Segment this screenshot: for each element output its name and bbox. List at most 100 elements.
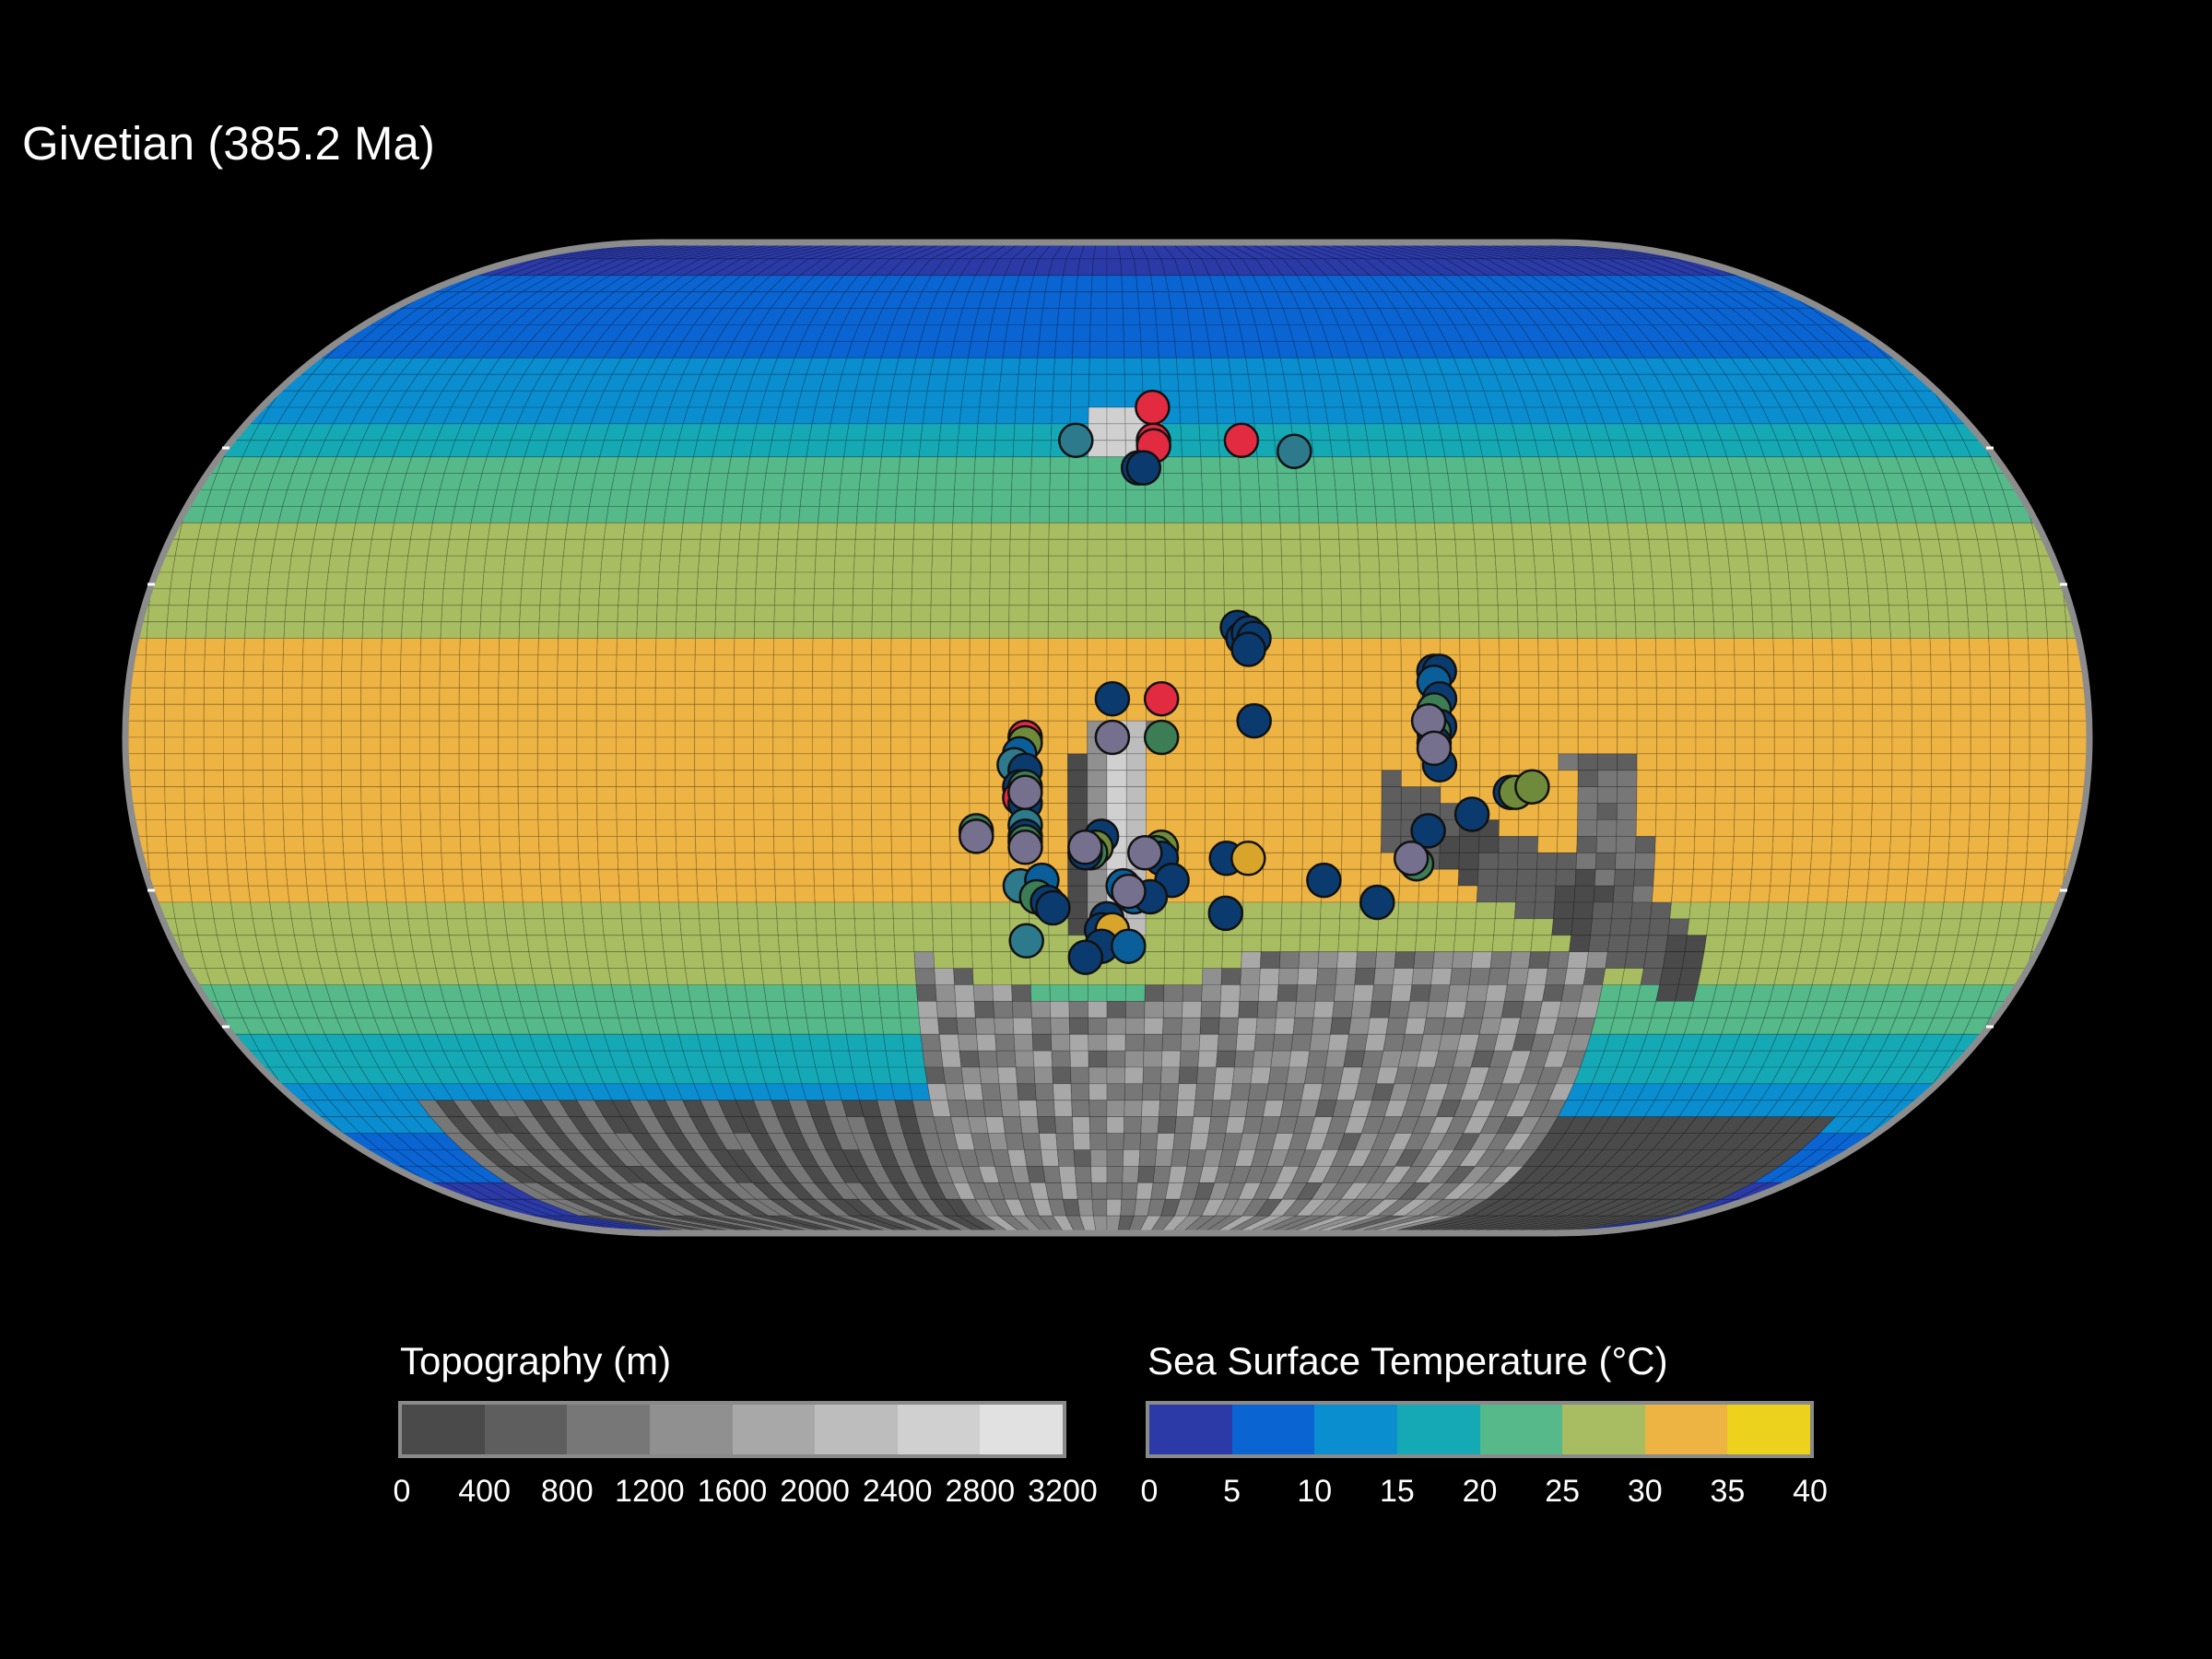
ocean-cell — [1865, 571, 1888, 590]
land-cell — [993, 1001, 1014, 1018]
ocean-cell — [275, 522, 299, 540]
ocean-cell — [657, 571, 679, 590]
ocean-cell — [564, 935, 588, 953]
ocean-cell — [1404, 440, 1427, 458]
ocean-cell — [793, 605, 815, 623]
ocean-cell — [517, 753, 538, 771]
land-cell — [1348, 1017, 1371, 1035]
ocean-cell — [1350, 456, 1373, 474]
ocean-cell — [694, 786, 715, 804]
ocean-cell — [1011, 456, 1032, 474]
ocean-cell — [954, 473, 975, 490]
ocean-cell — [1048, 522, 1069, 540]
ocean-cell — [733, 687, 755, 705]
ocean-cell — [214, 390, 246, 408]
ocean-cell — [617, 852, 639, 870]
land-cell — [1460, 1017, 1484, 1035]
ocean-cell — [793, 819, 814, 837]
land-cell — [1413, 951, 1435, 969]
ocean-cell — [1138, 308, 1158, 325]
ocean-cell — [734, 836, 756, 853]
ocean-cell — [813, 868, 835, 887]
ocean-cell — [333, 935, 357, 953]
ocean-cell — [1676, 736, 1697, 755]
ocean-cell — [912, 918, 934, 936]
ocean-cell — [1125, 968, 1147, 985]
ocean-cell — [1281, 885, 1303, 903]
ocean-cell — [540, 885, 563, 903]
ocean-cell — [1335, 489, 1357, 507]
ocean-cell — [715, 868, 737, 887]
ocean-cell — [431, 506, 456, 524]
land-cell — [1535, 868, 1558, 887]
ocean-cell — [1071, 357, 1090, 375]
ocean-cell — [1468, 489, 1491, 507]
land-cell — [1517, 836, 1539, 853]
land-cell — [1106, 423, 1126, 441]
ocean-cell — [1634, 605, 1656, 623]
ocean-cell — [1034, 373, 1054, 392]
ocean-cell — [1048, 555, 1069, 573]
ocean-cell — [1125, 538, 1147, 557]
ocean-cell — [716, 885, 738, 903]
ocean-cell — [1165, 588, 1186, 606]
ocean-cell — [425, 901, 448, 920]
ocean-cell — [409, 522, 433, 540]
ocean-cell — [1159, 373, 1180, 392]
ocean-cell — [2029, 770, 2050, 788]
ocean-cell — [1733, 836, 1755, 853]
ocean-cell — [213, 538, 237, 557]
ocean-cell — [682, 951, 705, 969]
ocean-cell — [595, 703, 617, 722]
ocean-cell — [866, 1050, 889, 1068]
ocean-cell — [1145, 588, 1167, 606]
ocean-cell — [208, 571, 232, 590]
ocean-cell — [1014, 406, 1035, 425]
ocean-cell — [831, 786, 853, 804]
ocean-cell — [616, 687, 637, 705]
ocean-cell — [1950, 770, 1971, 788]
land-cell — [1616, 819, 1637, 837]
ocean-cell — [458, 720, 479, 738]
ocean-cell — [733, 770, 755, 788]
ocean-cell — [1970, 786, 1991, 804]
ocean-cell — [871, 703, 892, 722]
ocean-cell — [347, 901, 371, 920]
ocean-cell — [1867, 868, 1889, 887]
ocean-cell — [478, 654, 500, 672]
ocean-cell — [1283, 753, 1304, 771]
ocean-cell — [459, 638, 481, 655]
ocean-cell — [793, 621, 814, 639]
ocean-cell — [1302, 671, 1324, 688]
ocean-cell — [308, 555, 332, 573]
ocean-cell — [851, 638, 873, 655]
ocean-cell — [1341, 621, 1362, 639]
ocean-cell — [898, 1001, 920, 1018]
ocean-cell — [536, 671, 559, 688]
ocean-cell — [724, 984, 748, 1002]
ocean-cell — [578, 588, 601, 606]
land-cell — [1106, 1001, 1126, 1018]
ocean-cell — [895, 489, 917, 507]
ocean-cell — [1872, 736, 1893, 755]
ocean-cell — [545, 522, 569, 540]
ocean-cell — [1089, 324, 1108, 342]
ocean-cell — [439, 753, 460, 771]
ocean-cell — [439, 736, 460, 755]
ocean-cell — [1283, 803, 1304, 820]
ocean-cell — [990, 538, 1011, 557]
ocean-cell — [851, 770, 872, 788]
ocean-cell — [1734, 803, 1755, 820]
ocean-cell — [1224, 736, 1245, 755]
ocean-cell — [915, 473, 937, 490]
ocean-cell — [1969, 819, 1990, 837]
ocean-cell — [485, 918, 508, 936]
ocean-cell — [183, 753, 205, 771]
ocean-cell — [1791, 836, 1813, 853]
ocean-cell — [323, 836, 345, 853]
ocean-cell — [1397, 901, 1419, 920]
ocean-cell — [1069, 406, 1089, 425]
ocean-cell — [851, 736, 872, 755]
ocean-cell — [1145, 522, 1166, 540]
ocean-cell — [627, 968, 651, 985]
